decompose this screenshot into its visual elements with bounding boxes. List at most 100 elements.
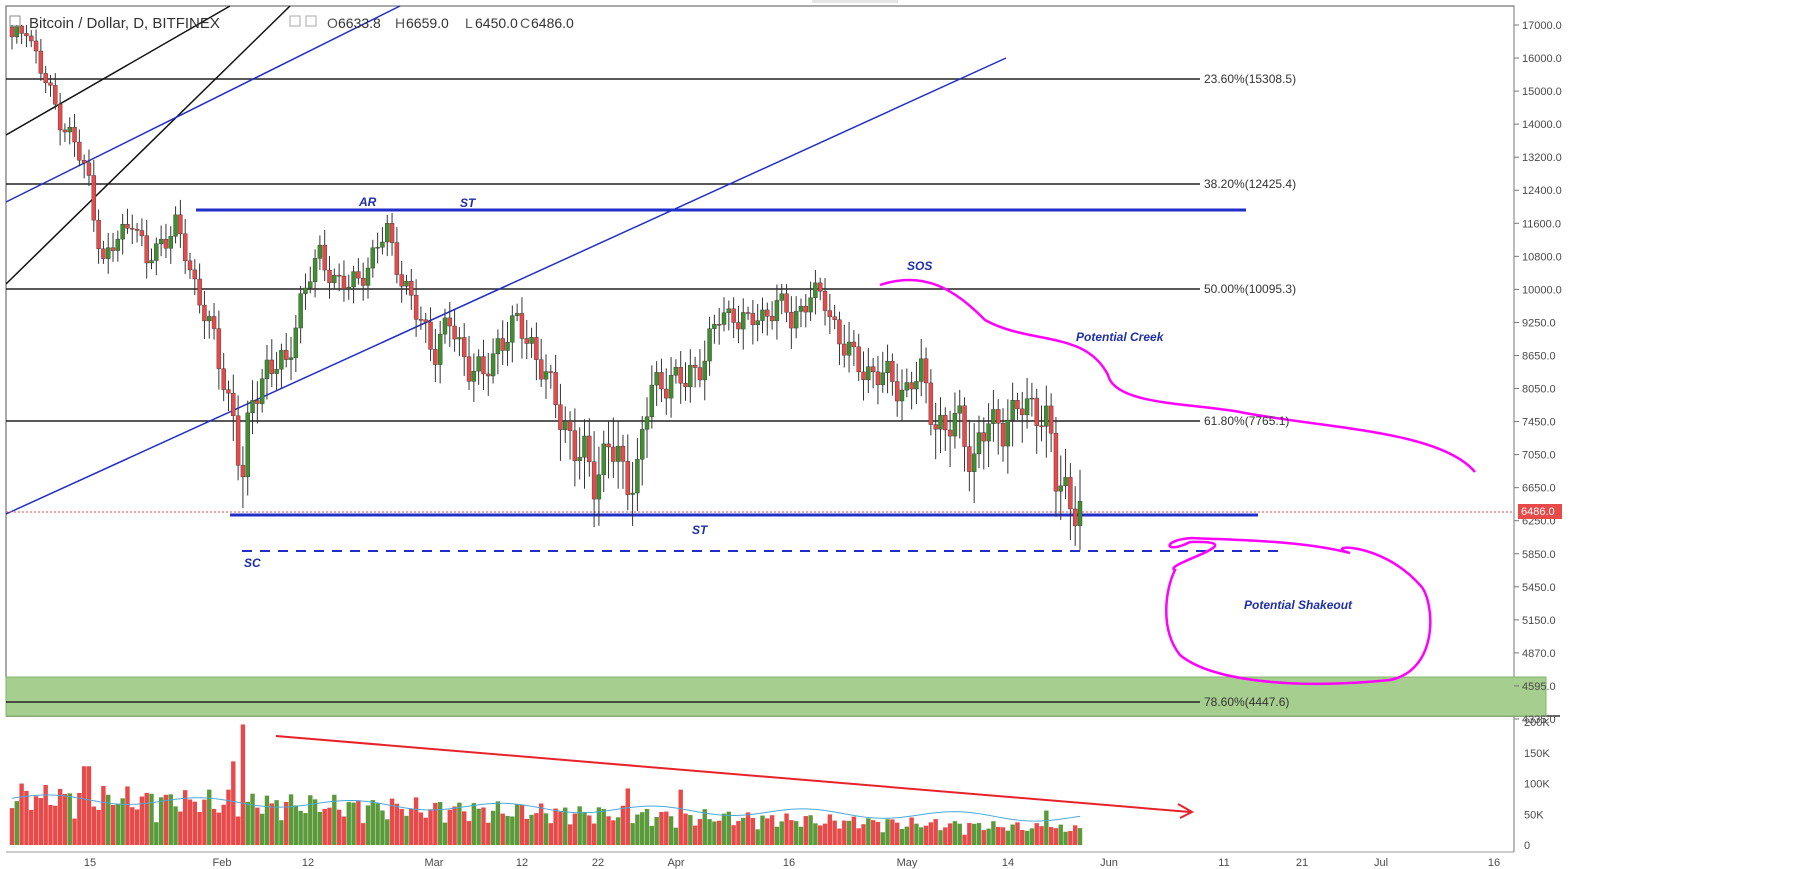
time-axis-label: 12 bbox=[302, 857, 314, 869]
price-axis-label: 8050.0 bbox=[1522, 384, 1556, 396]
volume-bar bbox=[1034, 823, 1039, 845]
candle-body bbox=[793, 311, 799, 329]
header-eye-icon[interactable] bbox=[289, 15, 301, 27]
candle-body bbox=[861, 371, 866, 381]
volume-bar bbox=[755, 829, 760, 845]
label-ar: AR bbox=[358, 195, 377, 209]
volume-bar bbox=[553, 808, 558, 845]
volume-bar bbox=[115, 803, 121, 845]
volume-bar bbox=[832, 820, 837, 845]
black-trendline-2 bbox=[5, 5, 291, 285]
candle-body bbox=[96, 219, 101, 249]
volume-bar bbox=[534, 813, 539, 845]
fib-label-786: 78.60%(4447.6) bbox=[1204, 695, 1289, 709]
candle-body bbox=[173, 214, 178, 237]
price-axis-label: 12400.0 bbox=[1522, 185, 1562, 197]
candle-body bbox=[476, 356, 481, 372]
volume-bar bbox=[779, 821, 784, 845]
candle-body bbox=[894, 381, 900, 402]
candle-body bbox=[1063, 477, 1068, 487]
volume-bar bbox=[91, 806, 96, 845]
candle-body bbox=[875, 371, 881, 385]
time-axis-label: Jul bbox=[1374, 857, 1388, 869]
candle-body bbox=[769, 316, 775, 322]
candle-body bbox=[221, 368, 226, 390]
time-axis-label: 12 bbox=[516, 857, 528, 869]
volume-bar bbox=[697, 819, 703, 845]
candle-body bbox=[24, 33, 29, 37]
candle-body bbox=[9, 26, 15, 38]
trend-lines bbox=[5, 5, 1514, 552]
candle-body bbox=[587, 435, 592, 462]
candle-body bbox=[385, 223, 390, 243]
volume-bar bbox=[914, 823, 919, 845]
volume-bar bbox=[967, 822, 972, 845]
candle-body bbox=[202, 304, 207, 322]
candle-body bbox=[774, 300, 780, 322]
candle-body bbox=[399, 274, 404, 287]
candle-body bbox=[120, 223, 125, 240]
candle-body bbox=[130, 228, 135, 230]
volume-bar bbox=[731, 825, 736, 845]
candle-body bbox=[567, 420, 573, 431]
time-axis-label: May bbox=[897, 857, 918, 869]
volume-bar bbox=[221, 804, 226, 845]
volume-axis-label: 100K bbox=[1524, 779, 1550, 791]
price-axis-label: 10000.0 bbox=[1522, 284, 1562, 296]
volume-bar bbox=[14, 801, 20, 845]
candle-body bbox=[1048, 405, 1054, 434]
volume-bar bbox=[798, 826, 804, 845]
volume-axis-label: 0 bbox=[1524, 840, 1530, 852]
fib-labels: 23.60%(15308.5) 38.20%(12425.4) 50.00%(1… bbox=[1204, 72, 1296, 709]
volume-bar bbox=[563, 807, 568, 845]
volume-trend-arrowhead bbox=[1177, 803, 1195, 819]
volume-bar bbox=[312, 799, 318, 845]
volume-bar bbox=[375, 803, 380, 845]
volume-axis[interactable]: 200K 150K 100K 50K 0 bbox=[1524, 717, 1550, 852]
candle-body bbox=[293, 327, 299, 358]
volume-bar bbox=[736, 821, 741, 845]
candle-body bbox=[798, 306, 804, 312]
candle-body bbox=[726, 308, 732, 313]
volume-bar bbox=[19, 783, 24, 845]
price-axis-label: 10800.0 bbox=[1522, 251, 1562, 263]
volume-bar bbox=[981, 830, 986, 845]
candle-body bbox=[1010, 399, 1015, 421]
chart-menu-button[interactable] bbox=[812, 0, 898, 3]
volume-bar bbox=[154, 822, 159, 845]
time-axis[interactable]: 15 Feb 12 Mar 12 22 Apr 16 May 14 Jun 11 21 Jul 16 bbox=[84, 857, 1500, 869]
volume-bar bbox=[144, 792, 149, 845]
candle-body bbox=[67, 126, 72, 133]
candle-body bbox=[72, 126, 77, 143]
candle-body bbox=[308, 281, 313, 289]
volume-bar bbox=[370, 800, 376, 845]
candle-body bbox=[370, 247, 376, 269]
candle-body bbox=[572, 430, 578, 461]
volume-bar bbox=[899, 828, 905, 845]
volume-bar bbox=[668, 816, 674, 845]
candle-body bbox=[29, 35, 34, 42]
volume-bar bbox=[707, 819, 712, 845]
candle-body bbox=[596, 474, 602, 500]
volume-bar bbox=[943, 827, 948, 845]
price-axis[interactable]: 17000.0 16000.0 15000.0 14000.0 13200.0 12400… bbox=[1514, 20, 1562, 726]
candles bbox=[9, 25, 1083, 551]
volume-bar bbox=[106, 794, 111, 845]
volume-bar bbox=[678, 789, 683, 845]
label-st-bottom: ST bbox=[692, 523, 709, 537]
header-settings-icon[interactable] bbox=[305, 15, 317, 27]
volume-bar bbox=[500, 813, 505, 845]
volume-bar bbox=[846, 820, 852, 845]
candle-body bbox=[38, 50, 44, 74]
price-axis-label: 17000.0 bbox=[1522, 20, 1562, 32]
volume-bar bbox=[96, 809, 101, 845]
volume-bar bbox=[769, 815, 775, 845]
volume-bar bbox=[158, 797, 164, 845]
volume-bar bbox=[38, 798, 44, 845]
volume-bar bbox=[163, 794, 169, 845]
volume-bar bbox=[476, 808, 481, 845]
candle-body bbox=[19, 25, 24, 34]
candle-body bbox=[182, 233, 188, 262]
candle-body bbox=[53, 85, 58, 105]
